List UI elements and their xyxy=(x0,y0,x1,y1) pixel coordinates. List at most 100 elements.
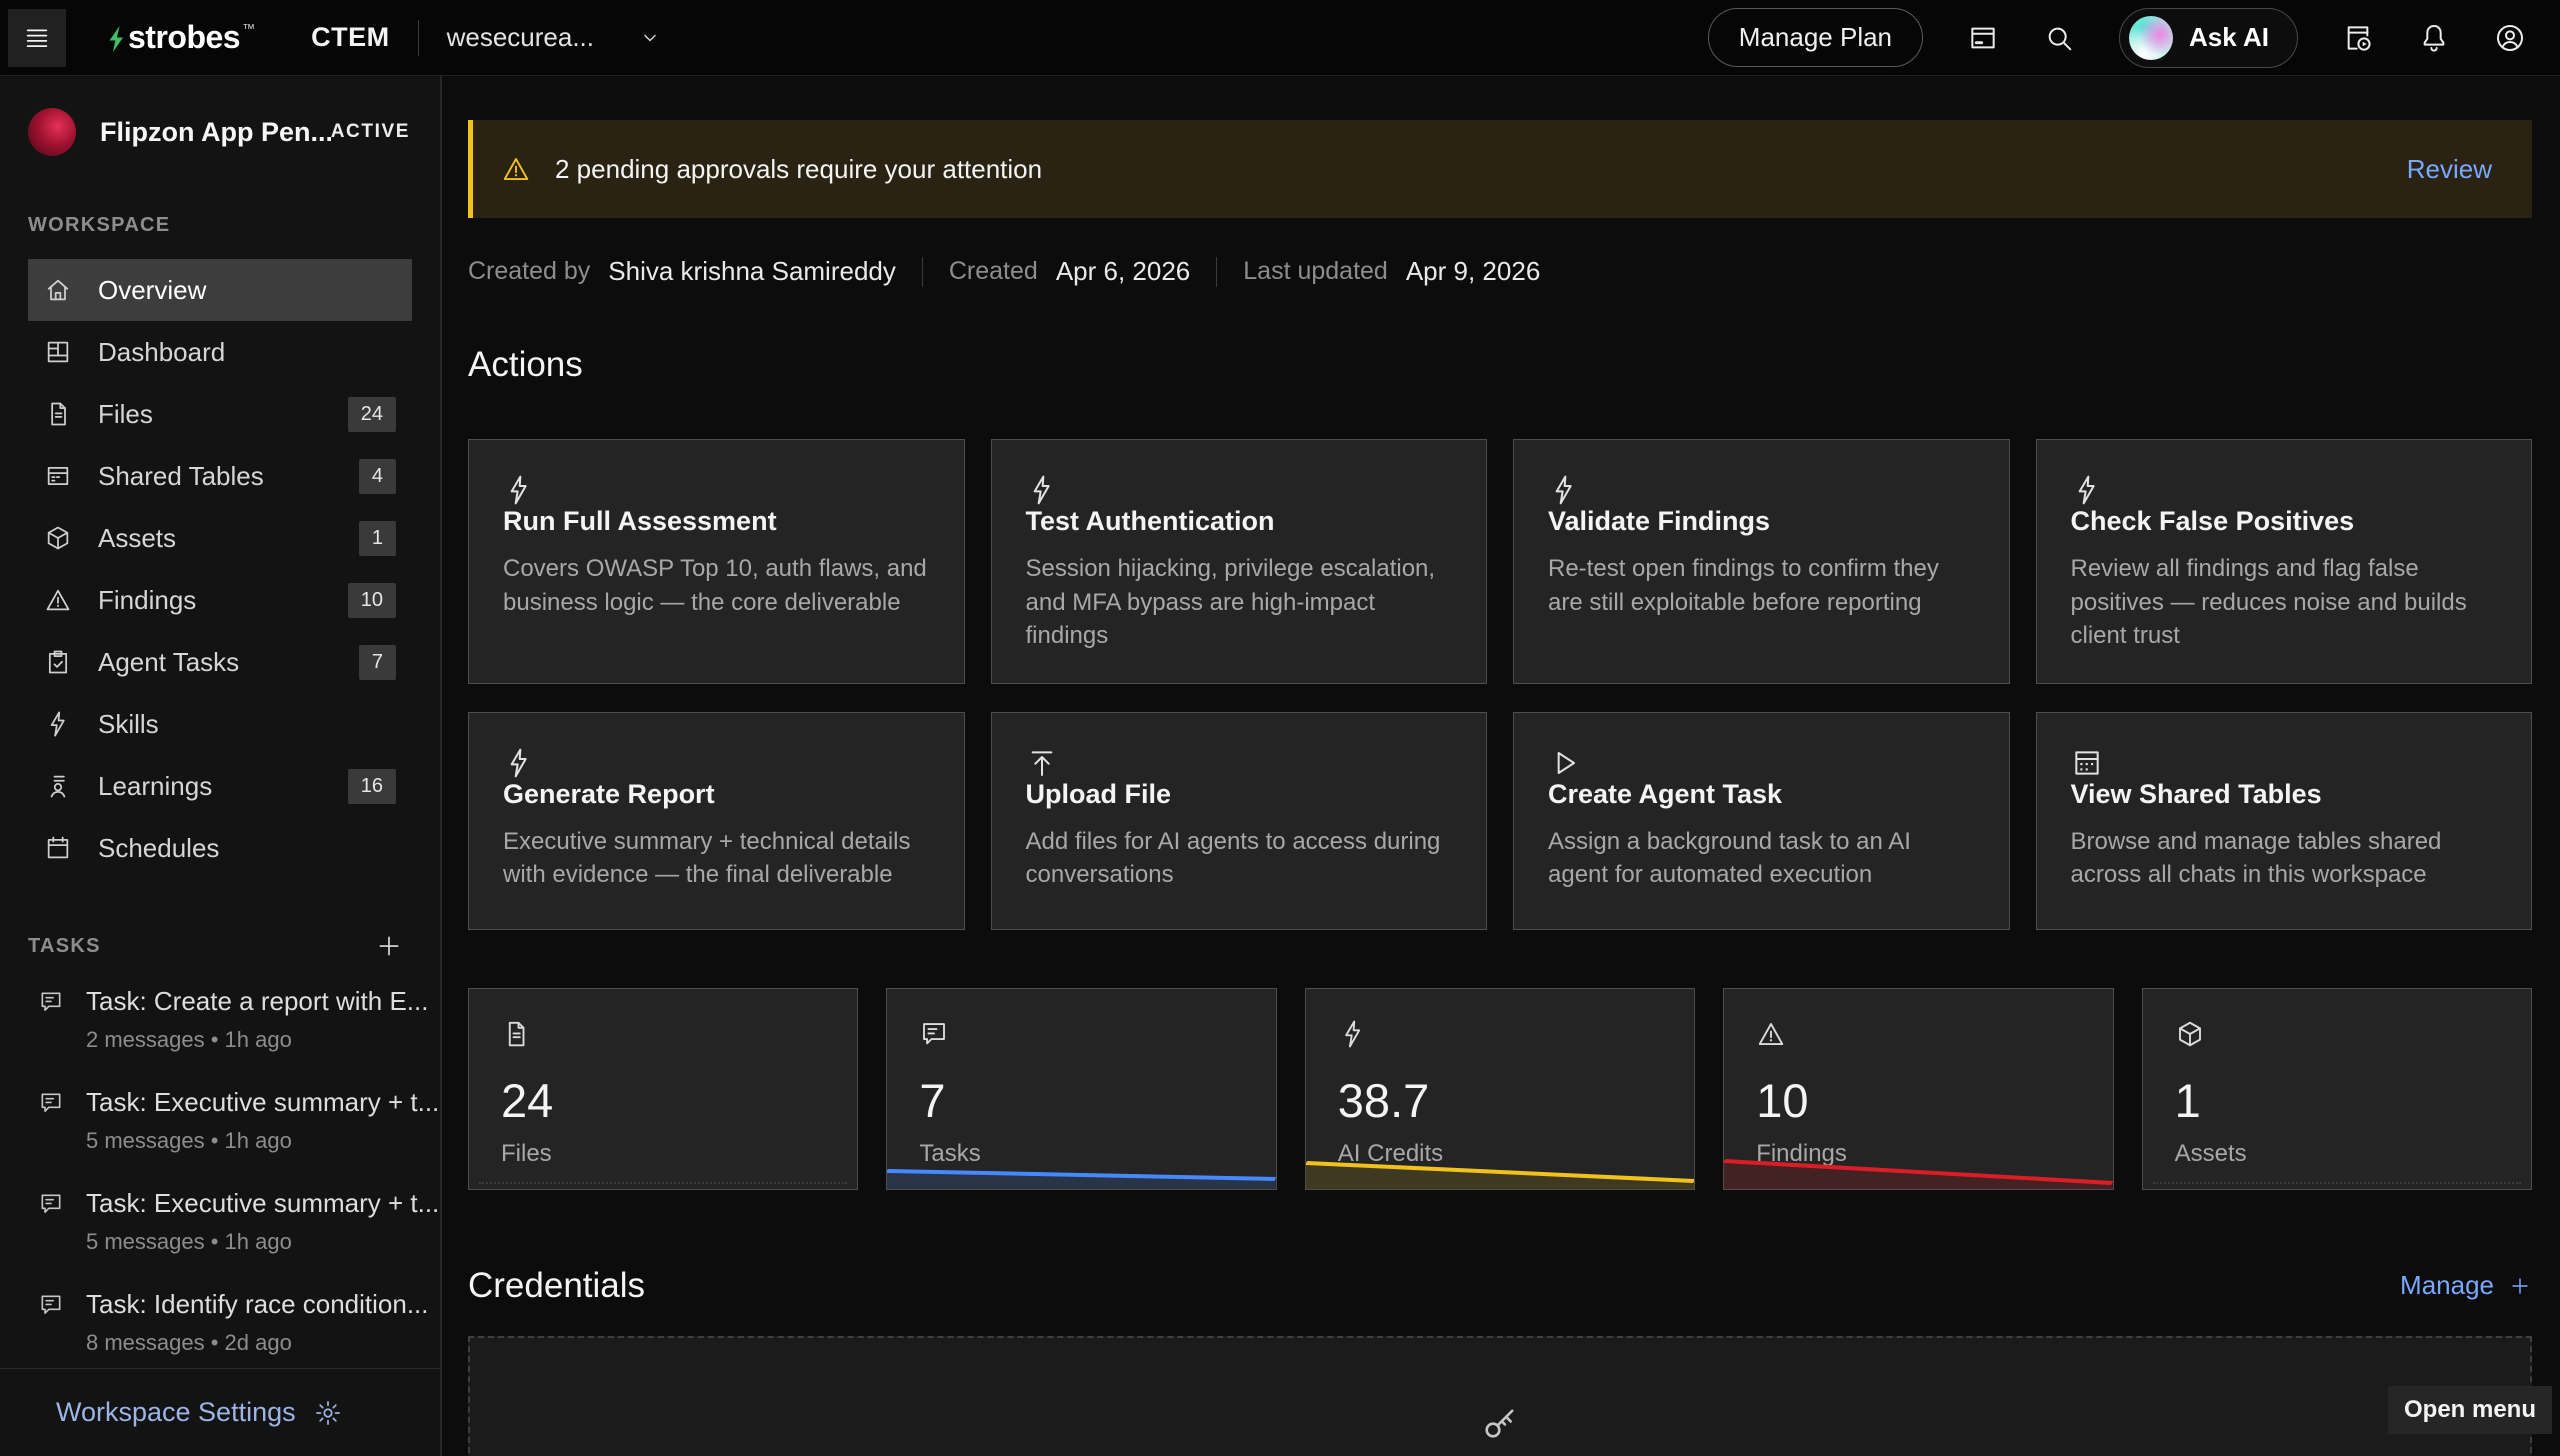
last-updated-label: Last updated xyxy=(1243,257,1388,286)
sidebar-item-skills[interactable]: Skills xyxy=(28,693,412,755)
chat-icon xyxy=(919,1019,1243,1049)
stat-value: 24 xyxy=(501,1073,825,1128)
workspace-name: Flipzon App Pen... xyxy=(100,117,331,148)
sidebar-item-files[interactable]: Files 24 xyxy=(28,383,412,445)
review-link[interactable]: Review xyxy=(2407,154,2492,185)
task-list-item[interactable]: Task: Executive summary + t... 5 message… xyxy=(0,1171,440,1272)
sidebar-item-schedules[interactable]: Schedules xyxy=(28,817,412,879)
notifications-bell-icon[interactable] xyxy=(2418,22,2450,54)
task-title: Task: Create a report with E... xyxy=(86,986,428,1017)
plus-icon xyxy=(2508,1274,2532,1298)
task-meta: 8 messages • 2d ago xyxy=(86,1330,429,1356)
sidebar-item-label: Learnings xyxy=(98,771,212,802)
add-task-plus-icon[interactable] xyxy=(376,933,402,959)
action-card-validate-findings[interactable]: Validate Findings Re-test open findings … xyxy=(1513,439,2010,684)
lightning-icon xyxy=(1026,474,1453,506)
workspace-avatar xyxy=(28,108,76,156)
stat-card-files[interactable]: 24 Files xyxy=(468,988,858,1190)
task-list-item[interactable]: Task: Identify race condition... 8 messa… xyxy=(0,1272,440,1373)
action-card-desc: Executive summary + technical details wi… xyxy=(503,825,930,892)
action-card-check-false-positives[interactable]: Check False Positives Review all finding… xyxy=(2036,439,2533,684)
sidebar-item-agent-tasks[interactable]: Agent Tasks 7 xyxy=(28,631,412,693)
workspace-section-label: WORKSPACE xyxy=(0,214,440,237)
workspace-settings-label: Workspace Settings xyxy=(56,1397,296,1428)
stat-value: 38.7 xyxy=(1338,1073,1662,1128)
action-card-test-authentication[interactable]: Test Authentication Session hijacking, p… xyxy=(991,439,1488,684)
action-card-generate-report[interactable]: Generate Report Executive summary + tech… xyxy=(468,712,965,930)
credentials-header: Credentials Manage xyxy=(468,1266,2532,1306)
ai-orb-icon xyxy=(2129,16,2173,60)
search-icon[interactable] xyxy=(2043,22,2075,54)
manage-credentials-link[interactable]: Manage xyxy=(2400,1270,2532,1301)
lightning-icon xyxy=(503,474,930,506)
action-card-title: View Shared Tables xyxy=(2071,779,2498,810)
workspace-meta-row: Created by Shiva krishna Samireddy Creat… xyxy=(468,256,2532,287)
lightning-icon xyxy=(2071,474,2498,506)
workspace-selector[interactable]: wesecurea... xyxy=(447,22,662,53)
action-card-desc: Add files for AI agents to access during… xyxy=(1026,825,1453,892)
action-card-desc: Browse and manage tables shared across a… xyxy=(2071,825,2498,892)
warning-icon xyxy=(501,154,531,184)
workspace-settings-link[interactable]: Workspace Settings xyxy=(0,1368,440,1456)
sidebar-item-label: Schedules xyxy=(98,833,219,864)
credentials-section-title: Credentials xyxy=(468,1266,645,1306)
calendar-icon xyxy=(44,834,72,862)
sparkline-tasks xyxy=(887,1155,1275,1189)
created-by-value: Shiva krishna Samireddy xyxy=(608,256,896,287)
task-meta: 2 messages • 1h ago xyxy=(86,1027,428,1053)
stat-card-findings[interactable]: 10 Findings xyxy=(1723,988,2113,1190)
action-card-create-agent-task[interactable]: Create Agent Task Assign a background ta… xyxy=(1513,712,2010,930)
chat-icon xyxy=(38,1292,64,1356)
scheduled-runs-icon[interactable] xyxy=(2342,22,2374,54)
stat-value: 1 xyxy=(2175,1073,2499,1128)
home-icon xyxy=(44,276,72,304)
sidebar-item-label: Dashboard xyxy=(98,337,225,368)
action-card-title: Create Agent Task xyxy=(1548,779,1975,810)
sidebar-item-learnings[interactable]: Learnings 16 xyxy=(28,755,412,817)
action-card-upload-file[interactable]: Upload File Add files for AI agents to a… xyxy=(991,712,1488,930)
product-name: CTEM xyxy=(311,22,390,53)
sidebar-item-shared-tables[interactable]: Shared Tables 4 xyxy=(28,445,412,507)
sidebar-item-overview[interactable]: Overview xyxy=(28,259,412,321)
lightning-icon xyxy=(44,710,72,738)
manage-label: Manage xyxy=(2400,1270,2494,1301)
clipboard-check-icon xyxy=(44,648,72,676)
task-list-item[interactable]: Task: Create a report with E... 2 messag… xyxy=(0,969,440,1070)
lightning-icon xyxy=(1548,474,1975,506)
sidebar-item-findings[interactable]: Findings 10 xyxy=(28,569,412,631)
meta-divider xyxy=(922,257,923,287)
document-icon xyxy=(44,400,72,428)
sidebar-item-label: Assets xyxy=(98,523,176,554)
key-icon xyxy=(1479,1402,1521,1444)
action-card-run-full-assessment[interactable]: Run Full Assessment Covers OWASP Top 10,… xyxy=(468,439,965,684)
hamburger-menu-icon[interactable] xyxy=(8,9,66,67)
upload-icon xyxy=(1026,747,1453,779)
sidebar-item-assets[interactable]: Assets 1 xyxy=(28,507,412,569)
cube-icon xyxy=(44,524,72,552)
tasks-section-label: TASKS xyxy=(28,935,101,958)
task-title: Task: Executive summary + t... xyxy=(86,1188,439,1219)
billing-card-icon[interactable] xyxy=(1967,22,1999,54)
stat-card-assets[interactable]: 1 Assets xyxy=(2142,988,2532,1190)
sparkline-findings xyxy=(1724,1155,2112,1189)
sparkline-ai-credits xyxy=(1306,1155,1694,1189)
action-card-title: Run Full Assessment xyxy=(503,506,930,537)
manage-plan-button[interactable]: Manage Plan xyxy=(1708,8,1923,67)
table-icon xyxy=(2071,747,2498,779)
warning-icon xyxy=(44,586,72,614)
user-account-icon[interactable] xyxy=(2494,22,2526,54)
action-card-desc: Re-test open findings to confirm they ar… xyxy=(1548,552,1975,619)
pending-approvals-banner: 2 pending approvals require your attenti… xyxy=(468,120,2532,218)
lightning-icon xyxy=(1338,1019,1662,1049)
action-card-view-shared-tables[interactable]: View Shared Tables Browse and manage tab… xyxy=(2036,712,2533,930)
task-list-item[interactable]: Task: Executive summary + t... 5 message… xyxy=(0,1070,440,1171)
strobes-logo[interactable]: strobes ™ xyxy=(104,19,255,56)
sidebar-item-dashboard[interactable]: Dashboard xyxy=(28,321,412,383)
last-updated-value: Apr 9, 2026 xyxy=(1406,256,1540,287)
header-divider xyxy=(418,20,419,56)
stat-card-tasks[interactable]: 7 Tasks xyxy=(886,988,1276,1190)
ask-ai-button[interactable]: Ask AI xyxy=(2119,8,2298,68)
stat-card-ai-credits[interactable]: 38.7 AI Credits xyxy=(1305,988,1695,1190)
chat-icon xyxy=(38,1191,64,1255)
lightning-icon xyxy=(503,747,930,779)
